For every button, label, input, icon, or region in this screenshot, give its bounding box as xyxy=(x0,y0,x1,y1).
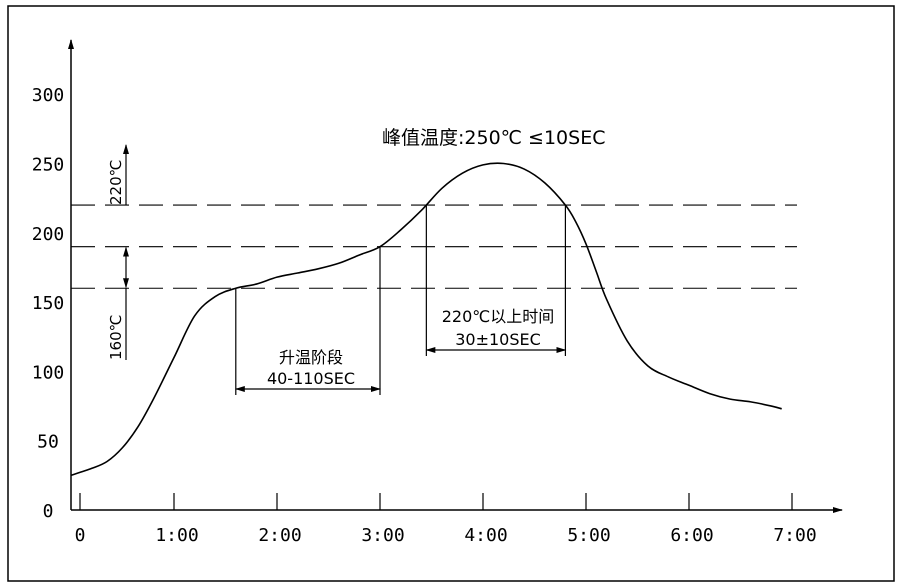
y-tick-label: 200 xyxy=(32,224,65,245)
y-tick-label: 50 xyxy=(37,432,59,453)
ramp-time: 40-110SEC xyxy=(267,369,355,388)
above220-label: 220℃以上时间 xyxy=(442,307,555,326)
x-tick-labels: 0 1:00 2:00 3:00 4:00 5:00 6:00 7:00 xyxy=(75,493,817,546)
x-tick-label: 5:00 xyxy=(567,525,610,546)
x-tick-label: 4:00 xyxy=(464,525,507,546)
x-tick-label: 0 xyxy=(75,525,86,546)
y-tick-labels: 0 50 100 150 200 250 300 xyxy=(32,85,65,522)
y-tick-label: 100 xyxy=(32,362,65,383)
series-line-temperature xyxy=(70,162,782,477)
peak-label: 峰值温度:250℃ ≤10SEC xyxy=(382,127,605,149)
above220-time: 30±10SEC xyxy=(455,330,541,349)
y-tick-label: 150 xyxy=(32,293,65,314)
left-label-160: 160℃ xyxy=(107,315,125,360)
reference-lines xyxy=(71,204,797,289)
x-tick-label: 2:00 xyxy=(258,525,301,546)
x-tick-label: 6:00 xyxy=(670,525,713,546)
y-tick-label: 0 xyxy=(43,501,54,522)
outer-frame xyxy=(7,5,895,582)
x-tick-label: 7:00 xyxy=(773,525,816,546)
x-tick-label: 3:00 xyxy=(361,525,404,546)
left-label-220: 220℃ xyxy=(107,160,125,205)
x-tick-label: 1:00 xyxy=(155,525,198,546)
y-tick-label: 250 xyxy=(32,155,65,176)
ramp-label: 升温阶段 xyxy=(279,348,343,367)
y-tick-label: 300 xyxy=(32,85,65,106)
